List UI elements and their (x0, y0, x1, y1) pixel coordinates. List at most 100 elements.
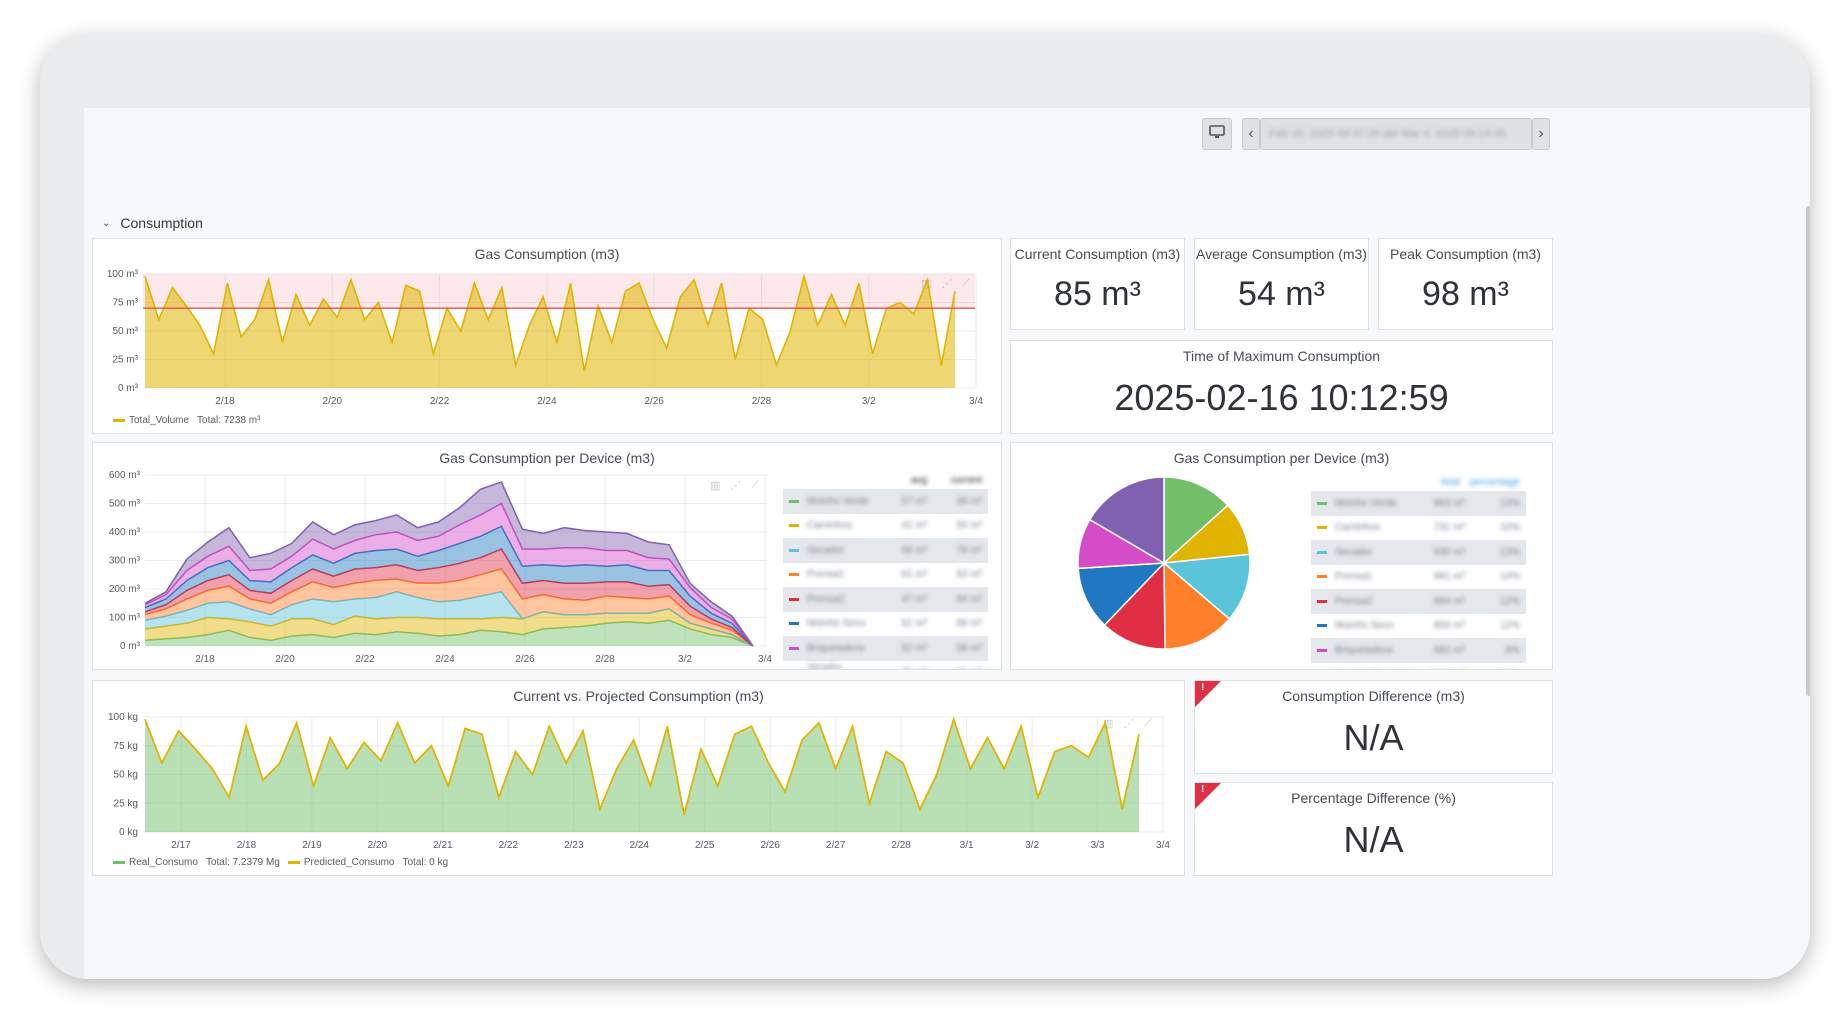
legend-row[interactable]: Verador Secador1200 m³17% (1311, 663, 1526, 670)
legend-name: Briquetadora (1335, 644, 1393, 656)
panel-percentage-difference: ! Percentage Difference (%) N/A (1194, 782, 1553, 876)
legend-row[interactable]: Prensa2 47 m³ 84 m³ (783, 587, 988, 612)
x-tick-label: 2/27 (826, 840, 846, 851)
bar-chart-icon[interactable]: ▥ (710, 480, 721, 492)
x-tick-label: 3/3 (1091, 840, 1105, 851)
pie-slice-Moinho Seco (1077, 562, 1166, 627)
legend-swatch (789, 573, 799, 577)
tv-mode-button[interactable] (1202, 118, 1232, 150)
legend-value-avg: 57 m³ (901, 495, 927, 507)
chart-axes: 0 m³ 100 m³ 200 m³ 300 m³ 400 m³ 500 m³ 600 m³… (109, 470, 773, 665)
line-chart-icon[interactable]: ⟋ (962, 277, 970, 290)
legend-name: Verador Secador (1335, 669, 1420, 670)
x-tick-label: 2/18 (195, 654, 215, 665)
dashboard-screen: ‹ Feb 16, 2025 09:37:29 até Mar 4, 2025 … (84, 108, 1810, 979)
x-tick-label: 2/28 (595, 654, 615, 665)
x-tick-label: 2/26 (760, 840, 780, 851)
x-tick-label: 2/22 (355, 654, 375, 665)
time-forward-button[interactable]: › (1532, 118, 1550, 150)
legend-value-current: 84 m³ (956, 593, 982, 605)
legend-row[interactable]: Moinho Verde 57 m³ 38 m³ (783, 489, 988, 514)
error-indicator-icon[interactable]: ! (1195, 783, 1221, 809)
time-range-picker[interactable]: Feb 16, 2025 09:37:29 até Mar 4, 2025 09… (1260, 118, 1532, 150)
legend-row[interactable]: Prensa2 894 m³ 12% (1311, 589, 1526, 614)
legend-name: Prensa1 (1335, 571, 1373, 583)
y-tick-label: 100 kg (108, 712, 138, 723)
row-header-consumption[interactable]: ⌄ Consumption (102, 215, 203, 231)
legend-value-percentage: 12% (1499, 595, 1520, 607)
legend-name: Moinho Verde (1335, 497, 1397, 509)
points-icon[interactable]: ⋰ (1123, 718, 1135, 730)
panel-title: Consumption Difference (m3) (1282, 688, 1465, 704)
legend-value-current: 21 m³ (927, 667, 988, 669)
legend-row[interactable]: Moinho Verde 963 m³ 13% (1311, 491, 1526, 516)
x-tick-label: 2/28 (891, 840, 911, 851)
column-total[interactable]: total (1441, 476, 1460, 488)
time-back-button[interactable]: ‹ (1242, 118, 1260, 150)
legend-row[interactable]: Secador 930 m³ 13% (1311, 540, 1526, 565)
stat-value: 98 m³ (1422, 275, 1509, 313)
legend-header: total percentage (1311, 473, 1526, 491)
panel-title: Current Consumption (m3) (1014, 246, 1181, 262)
column-avg[interactable]: avg (910, 474, 927, 486)
legend-row[interactable]: Secador 58 m³ 78 m³ (783, 538, 988, 563)
legend-row[interactable]: Caminhos 41 m³ 55 m³ (783, 514, 988, 539)
legend-row[interactable]: Verador Secador 55 m³21 m³ (783, 661, 988, 669)
legend-swatch (789, 622, 799, 626)
legend-name: Secador (807, 544, 845, 556)
legend-item-real[interactable]: Real_Consumo (113, 857, 198, 868)
threshold-zone (143, 274, 975, 309)
x-tick-label: 2/24 (435, 654, 455, 665)
panel-consumption-per-device: Gas Consumption per Device (m3) ▥ ⋰ ⟋ 0 m³… (92, 442, 1002, 670)
legend-swatch (1317, 575, 1327, 579)
column-percentage[interactable]: percentage (1469, 476, 1520, 488)
stack-line-Verador Secador (144, 481, 754, 647)
line-chart-icon[interactable]: ⟋ (751, 479, 760, 491)
legend-item-predicted[interactable]: Predicted_Consumo (287, 857, 394, 868)
column-current[interactable]: current (950, 474, 982, 486)
y-tick-label: 400 m³ (109, 527, 141, 538)
legend-swatch (1317, 550, 1327, 554)
panel-current-consumption: Current Consumption (m3) 85 m³ (1010, 238, 1185, 330)
pie-chart[interactable] (1066, 471, 1266, 661)
legend-row[interactable]: Moinho Seco 61 m³ 89 m³ (783, 612, 988, 637)
legend-value-avg: 52 m³ (901, 642, 927, 654)
legend-name: Moinho Seco (1335, 620, 1394, 632)
legend-value-percentage: 12% (1499, 620, 1520, 632)
chevron-down-icon: ⌄ (102, 217, 111, 229)
panel-title: Gas Consumption (m3) (474, 246, 620, 262)
panel-title: Gas Consumption per Device (m3) (439, 450, 655, 466)
gas-consumption-chart[interactable]: 0 m³ 25 m³ 50 m³ 75 m³ 100 m³ 2/18 2/20 2/22 2/2… (93, 264, 1002, 429)
x-tick-label: 2/20 (323, 396, 343, 407)
page-scrollbar[interactable] (1806, 206, 1810, 696)
legend-row[interactable]: Prensa1 61 m³ 83 m³ (783, 563, 988, 588)
legend-row[interactable]: Caminhos 731 m³ 10% (1311, 516, 1526, 541)
stack-area-Prensa1 (145, 569, 753, 646)
legend-value-current: 38 m³ (956, 495, 982, 507)
panel-consumption-difference: ! Consumption Difference (m3) N/A (1194, 680, 1553, 774)
legend-name: Prensa1 (807, 569, 845, 581)
points-icon[interactable]: ⋰ (941, 277, 952, 290)
y-tick-label: 50 kg (114, 770, 138, 781)
error-indicator-icon[interactable]: ! (1195, 681, 1221, 707)
points-icon[interactable]: ⋰ (730, 480, 742, 492)
line-chart-icon[interactable]: ⟋ (1144, 717, 1153, 729)
bar-chart-icon[interactable]: ▥ (1103, 718, 1114, 730)
series-line-Predicted_Consumo (144, 716, 1140, 815)
x-tick-label: 3/2 (678, 654, 692, 665)
legend-row[interactable]: Moinho Seco 856 m³ 12% (1311, 614, 1526, 639)
per-device-stacked-chart[interactable]: 0 m³ 100 m³ 200 m³ 300 m³ 400 m³ 500 m³ 600 m³… (93, 467, 783, 667)
legend-item-total-volume[interactable]: Total_Volume (113, 415, 189, 426)
current-vs-projected-chart[interactable]: 0 kg 25 kg 50 kg 75 kg 100 kg 2/17 2/18 2/19 2/2… (93, 705, 1185, 870)
legend-value-avg: 58 m³ (901, 544, 927, 556)
chevron-left-icon: ‹ (1248, 125, 1254, 142)
stat-value: N/A (1343, 717, 1404, 758)
y-tick-label: 500 m³ (109, 499, 141, 510)
legend-row[interactable]: Prensa1 981 m³ 14% (1311, 565, 1526, 590)
legend-swatch (789, 548, 799, 552)
legend-value-total: 894 m³ (1433, 595, 1465, 607)
legend-row[interactable]: Briquetadora 52 m³ 58 m³ (783, 636, 988, 661)
legend-row[interactable]: Briquetadora 682 m³ 9% (1311, 638, 1526, 663)
panel-average-consumption: Average Consumption (m3) 54 m³ (1194, 238, 1369, 330)
legend-value-avg: 47 m³ (901, 593, 927, 605)
